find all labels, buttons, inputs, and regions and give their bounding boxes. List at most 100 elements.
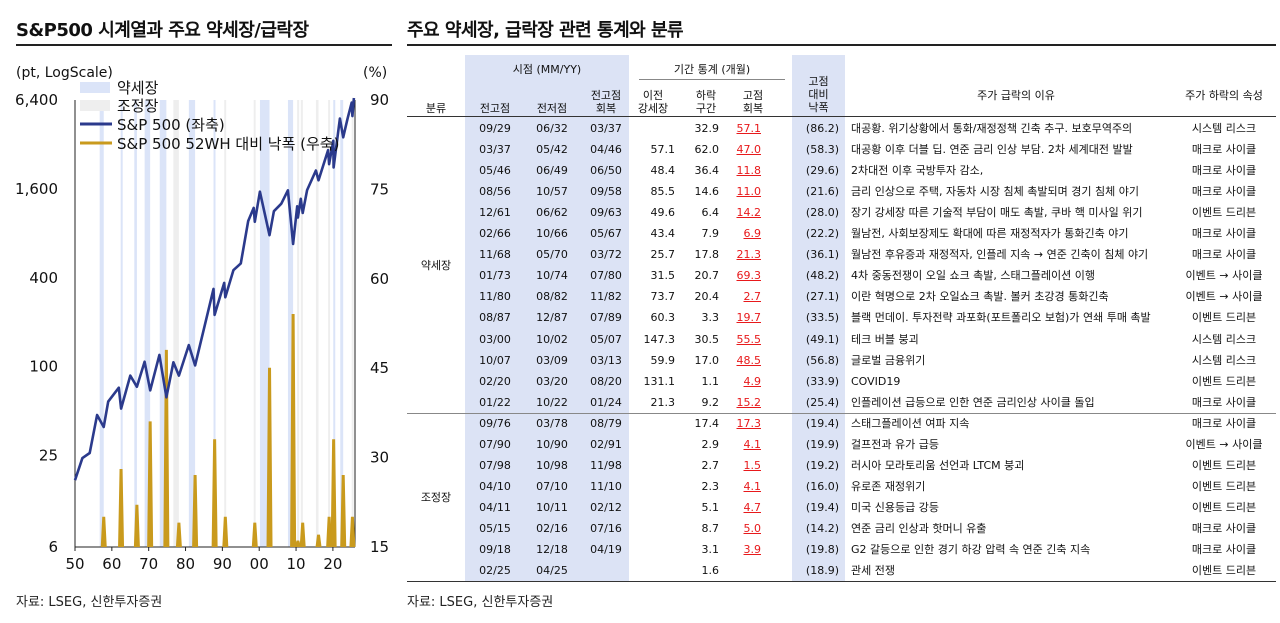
bear-band bbox=[144, 100, 151, 547]
prev-peak-cell: 12/61 bbox=[479, 206, 511, 220]
recovery-cell: 01/24 bbox=[590, 395, 622, 409]
source-left: 자료: LSEG, 신한투자증권 bbox=[16, 595, 163, 610]
recovery-cell: 05/67 bbox=[590, 227, 622, 241]
recovery-cell: 11/98 bbox=[590, 458, 622, 472]
hdr-decline: 하락 구간 bbox=[695, 89, 717, 115]
attribute-cell: 매크로 사이클 bbox=[1191, 227, 1257, 241]
decline-cell: 6.4 bbox=[701, 206, 720, 220]
prev-peak-cell: 11/68 bbox=[479, 248, 511, 262]
prior-bull-cell: 25.7 bbox=[650, 248, 676, 262]
left-tick-label: 25 bbox=[39, 447, 58, 465]
fixed-drawdown-cell: (28.0) bbox=[805, 206, 839, 220]
attribute-cell: 매크로 사이클 bbox=[1191, 185, 1257, 199]
legend-label: 조정장 bbox=[117, 97, 159, 115]
correction-band bbox=[253, 100, 256, 547]
legend-label: 약세장 bbox=[117, 79, 159, 97]
trough-cell: 06/49 bbox=[536, 164, 568, 178]
fixed-drawdown-cell: (27.1) bbox=[805, 290, 839, 304]
peak-recovery-cell: 19.7 bbox=[736, 311, 762, 325]
trough-cell: 10/90 bbox=[536, 437, 568, 451]
prior-bull-cell: 49.6 bbox=[650, 206, 676, 220]
attribute-cell: 이벤트 → 사이클 bbox=[1185, 269, 1263, 283]
recovery-cell: 06/50 bbox=[590, 164, 622, 178]
attribute-cell: 이벤트 드리븐 bbox=[1191, 458, 1257, 472]
trough-cell: 07/10 bbox=[536, 479, 568, 493]
bear-band bbox=[188, 100, 196, 547]
recovery-cell: 03/37 bbox=[590, 122, 622, 135]
reason-cell: 걸프전과 유가 급등 bbox=[851, 437, 939, 451]
reason-cell: 2차대전 이후 국방투자 감소, bbox=[851, 164, 984, 178]
prev-peak-cell: 07/98 bbox=[479, 458, 511, 472]
reason-cell: COVID19 bbox=[851, 374, 901, 388]
fixed-drawdown-cell: (49.1) bbox=[805, 332, 839, 346]
right-tick-label: 60 bbox=[370, 270, 389, 288]
attribute-cell: 이벤트 → 사이클 bbox=[1185, 437, 1263, 451]
bear-band bbox=[259, 100, 270, 547]
header-bottom-rule bbox=[407, 116, 1276, 117]
correction-band bbox=[351, 100, 354, 547]
fixed-drawdown-cell: (29.6) bbox=[805, 164, 839, 178]
bear-band bbox=[287, 100, 294, 547]
prev-peak-cell: 02/20 bbox=[479, 374, 511, 388]
prior-bull-cell: 59.9 bbox=[650, 353, 676, 367]
reason-cell: 장기 강세장 따른 기술적 부담이 매도 촉발, 쿠바 핵 미사일 위기 bbox=[851, 206, 1143, 220]
prev-peak-cell: 08/56 bbox=[479, 185, 511, 199]
peak-recovery-cell: 4.9 bbox=[743, 374, 762, 388]
peak-recovery-cell: 3.9 bbox=[743, 543, 762, 556]
fixed-drawdown-cell: (33.9) bbox=[805, 374, 839, 388]
right-table-title: 주요 약세장, 급락장 관련 통계와 분류 bbox=[407, 20, 684, 41]
trough-cell: 10/98 bbox=[536, 458, 568, 472]
hdr-points: 시점 (MM/YY) bbox=[512, 63, 582, 76]
recovery-cell: 11/10 bbox=[590, 479, 622, 493]
prev-peak-cell: 08/87 bbox=[479, 311, 511, 325]
hdr-peak-recovery: 고점 회복 bbox=[742, 89, 764, 115]
correction-band bbox=[173, 100, 179, 547]
peak-recovery-cell: 4.1 bbox=[743, 437, 762, 451]
right-tick-label: 15 bbox=[370, 538, 389, 556]
trough-cell: 03/20 bbox=[536, 374, 568, 388]
reason-cell: 연준 금리 인상과 핫머니 유출 bbox=[851, 521, 987, 535]
reason-cell: 대공황. 위기상황에서 통화/재정정책 긴축 추구. 보호무역주의 bbox=[851, 122, 1133, 135]
left-tick-label: 6,400 bbox=[15, 91, 58, 109]
recovery-cell: 07/89 bbox=[590, 311, 622, 325]
drawdown-spike bbox=[290, 314, 297, 548]
left-tick-label: 400 bbox=[29, 269, 58, 287]
sp500-line bbox=[73, 97, 356, 481]
trough-cell: 10/57 bbox=[536, 185, 568, 199]
hdr-stats-rule bbox=[639, 79, 785, 80]
trough-cell: 06/62 bbox=[536, 206, 568, 220]
attribute-cell: 시스템 리스크 bbox=[1191, 122, 1257, 135]
legend-correction-swatch bbox=[80, 100, 110, 111]
trough-cell: 05/70 bbox=[536, 248, 568, 262]
peak-recovery-cell: 47.0 bbox=[736, 143, 762, 157]
peak-recovery-cell: 48.5 bbox=[736, 353, 762, 367]
x-tick-label: 70 bbox=[139, 555, 158, 573]
peak-recovery-cell: 14.2 bbox=[736, 206, 762, 220]
x-tick-label: 00 bbox=[250, 555, 269, 573]
hdr-category: 분류 bbox=[425, 102, 447, 115]
fixed-drawdown-cell: (19.2) bbox=[805, 458, 839, 472]
decline-cell: 32.9 bbox=[694, 122, 720, 135]
drawdown-spike bbox=[175, 522, 182, 548]
correction-band bbox=[297, 100, 300, 547]
correction-band bbox=[300, 100, 303, 547]
fixed-drawdown-cell: (36.1) bbox=[805, 248, 839, 262]
drawdown-spike bbox=[211, 439, 218, 548]
attribute-cell: 매크로 사이클 bbox=[1191, 164, 1257, 178]
fixed-drawdown-cell: (19.4) bbox=[805, 416, 839, 430]
prev-peak-cell: 02/66 bbox=[479, 227, 511, 241]
reason-cell: 월남전, 사회보장제도 확대에 따른 재정적자가 통화긴축 야기 bbox=[851, 227, 1129, 241]
fixed-drawdown-cell: (25.4) bbox=[805, 395, 839, 409]
trough-cell: 10/74 bbox=[536, 269, 568, 283]
prev-peak-cell: 11/80 bbox=[479, 290, 511, 304]
drawdown-spike bbox=[266, 367, 273, 548]
legend-bear-swatch bbox=[80, 82, 110, 93]
decline-cell: 20.4 bbox=[694, 290, 720, 304]
hdr-attribute: 주가 하락의 속성 bbox=[1185, 89, 1263, 102]
fixed-drawdown-cell: (22.2) bbox=[805, 227, 839, 241]
reason-cell: 테크 버블 붕괴 bbox=[851, 332, 919, 346]
fixed-drawdown-cell: (14.2) bbox=[805, 521, 839, 535]
peak-recovery-cell: 15.2 bbox=[736, 395, 762, 409]
right-axis-label: (%) bbox=[363, 65, 387, 81]
drawdown-spike bbox=[349, 516, 356, 548]
